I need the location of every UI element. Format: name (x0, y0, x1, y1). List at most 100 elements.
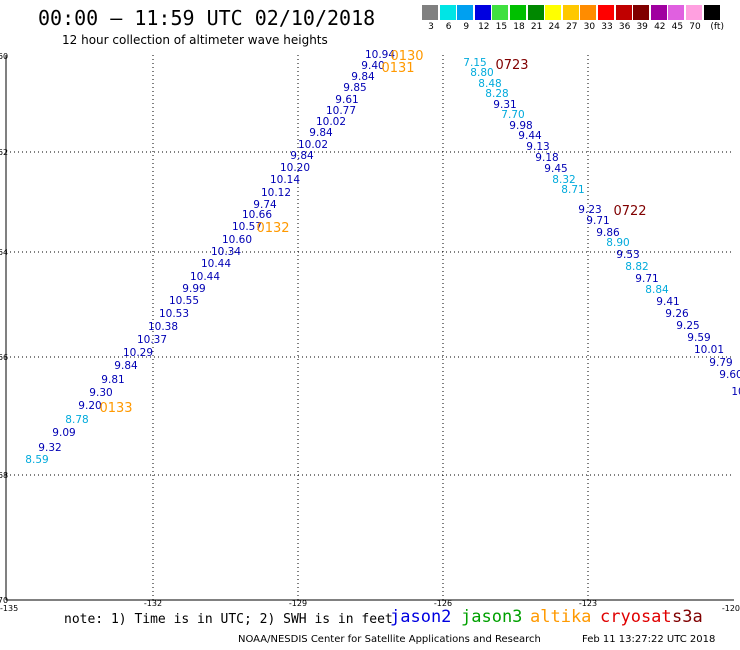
wave-height-value: 9.81 (101, 374, 124, 386)
wave-height-value: 10.44 (201, 258, 231, 270)
colorbar-swatch (510, 5, 527, 20)
latitude-tick-label: -62 (0, 148, 8, 157)
wave-height-value: 10.60 (222, 234, 252, 246)
colorbar-swatch (668, 5, 686, 20)
wave-height-value: 8.80 (470, 67, 493, 79)
page-subtitle: 12 hour collection of altimeter wave hei… (62, 33, 328, 47)
colorbar-swatch (615, 5, 633, 20)
wave-height-value: 10.94 (365, 49, 395, 61)
wave-height-value: 9.53 (616, 249, 639, 261)
pass-time-label: 0132 (256, 221, 289, 236)
colorbar-label: 12 (478, 22, 490, 32)
wave-height-value: 9.45 (544, 163, 567, 175)
colorbar-unit-label: (ft) (710, 22, 724, 32)
wave-height-value: 9.30 (89, 387, 112, 399)
wave-height-value: 9.20 (78, 400, 101, 412)
colorbar-label: 21 (530, 22, 543, 32)
wave-height-value: 9.31 (493, 99, 516, 111)
colorbar-label: 15 (495, 22, 508, 32)
wave-height-value: 10.53 (159, 308, 189, 320)
wave-height-value: 9.86 (596, 227, 620, 239)
wave-height-value: 9.79 (709, 357, 732, 369)
wave-height-value: 10.34 (211, 246, 241, 258)
latitude-tick-label: -64 (0, 248, 8, 257)
wave-height-value: 9.32 (38, 442, 61, 454)
wave-height-value: 10.44 (190, 271, 220, 283)
wave-height-value: 7.15 (463, 57, 486, 69)
wave-height-value: 8.82 (625, 261, 648, 273)
latitude-tick-label: -70 (0, 596, 8, 605)
legend-item-jason3: jason3 (461, 607, 523, 627)
wave-height-value: 10.14 (270, 174, 300, 186)
wave-height-value: 9.60 (719, 369, 740, 381)
wave-height-value: 10.66 (242, 209, 272, 221)
wave-height-value: 8.59 (25, 454, 48, 466)
wave-height-value: 9.40 (361, 60, 384, 72)
longitude-tick-label: -132 (144, 599, 162, 608)
colorbar-label: 36 (618, 22, 631, 32)
wave-height-value: 10.37 (137, 334, 167, 346)
colorbar-swatch (474, 5, 492, 20)
wave-height-value: 8.48 (478, 78, 501, 90)
map-ticks: -135 -132 -129 -126 -123 -120 -60 -62 -64 -66 -68 -… (0, 52, 740, 613)
wave-height-value: 10.02 (316, 116, 346, 128)
wave-height-value: 9.25 (676, 320, 699, 332)
pass-time-label: 0723 (495, 58, 528, 73)
latitude-tick-label: -68 (0, 471, 8, 480)
wave-height-value: 9.84 (309, 127, 333, 139)
wave-height-value: 9.98 (509, 120, 532, 132)
colorbar-swatch (492, 5, 510, 20)
wave-height-value: 9.71 (586, 215, 609, 227)
colorbar-label: 6 (445, 22, 452, 32)
pass-time-label: 0130 (390, 49, 423, 64)
wave-height-value: 10.12 (261, 187, 291, 199)
wave-height-value: 9.85 (343, 82, 366, 94)
longitude-tick-label: -135 (0, 604, 18, 613)
wave-height-value: 10.01 (694, 344, 724, 356)
wave-height-value: 10.57 (232, 221, 262, 233)
colorbar-label: 42 (654, 22, 666, 32)
legend-item-jason2: jason2 (390, 607, 452, 627)
wave-height-value: 9.84 (290, 150, 314, 162)
wave-height-value: 9.18 (535, 152, 558, 164)
longitude-tick-label: -129 (289, 599, 307, 608)
wave-height-value: 9.44 (518, 130, 542, 142)
longitude-tick-label: -126 (434, 599, 452, 608)
wave-height-value: 9.26 (665, 308, 689, 320)
colorbar-swatch (580, 5, 598, 20)
wave-height-value: 10.77 (326, 105, 356, 117)
colorbar-label: 39 (636, 22, 648, 32)
longitude-tick-label: -123 (579, 599, 597, 608)
pass-time-label: 0131 (381, 61, 414, 76)
colorbar-swatch (457, 5, 475, 20)
wave-height-value: 9.71 (635, 273, 658, 285)
wave-height-value: 8.32 (552, 174, 575, 186)
longitude-tick-label: -120 (722, 604, 740, 613)
timestamp: Feb 11 13:27:22 UTC 2018 (582, 634, 716, 645)
wave-height-value: 7.70 (501, 109, 524, 121)
wave-height-value: 9.61 (335, 94, 358, 106)
legend-item-altika: altika (530, 607, 592, 627)
colorbar-label: 24 (548, 22, 560, 32)
colorbar-label: 18 (513, 22, 525, 32)
wave-height-value: 10 (731, 386, 740, 398)
colorbar-swatch (650, 5, 668, 20)
wave-height-value: 10.20 (280, 162, 310, 174)
wave-height-value: 9.74 (253, 199, 277, 211)
colorbar-label: 45 (671, 22, 684, 32)
colorbar-swatch (598, 5, 615, 20)
wave-height-value: 9.09 (52, 427, 75, 439)
colorbar-label: 9 (463, 22, 470, 32)
wave-height-value: 9.84 (351, 71, 375, 83)
colorbar-swatch (422, 5, 439, 20)
wave-height-value: 8.71 (561, 184, 584, 196)
legend-item-cryosat: cryosat (600, 607, 672, 627)
wave-height-value: 10.55 (169, 295, 199, 307)
colorbar-swatch (686, 5, 703, 20)
credit-line: NOAA/NESDIS Center for Satellite Applica… (238, 634, 541, 645)
wave-height-value: 10.29 (123, 347, 153, 359)
map-grid (5, 55, 734, 601)
colorbar-swatch (527, 5, 545, 20)
